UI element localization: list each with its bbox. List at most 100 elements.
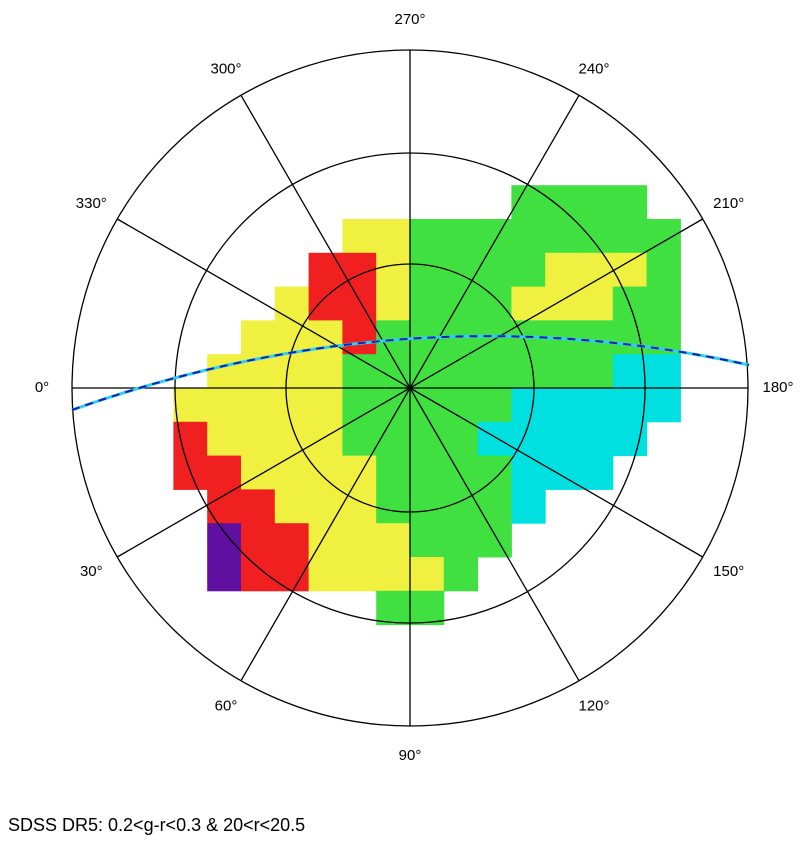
heat-cell [207, 523, 242, 558]
heat-cell [308, 354, 343, 389]
heat-cell [308, 286, 343, 321]
heat-cell [274, 523, 310, 558]
angle-label: 120° [578, 698, 609, 715]
heat-cell [477, 252, 512, 288]
heat-cell [443, 523, 479, 558]
spoke [409, 94, 580, 389]
heat-cell [207, 354, 242, 389]
heat-cell [274, 354, 310, 389]
heat-cell [410, 590, 445, 626]
heat-cell [612, 388, 648, 423]
heat-cell [342, 354, 377, 389]
heat-cell [612, 252, 648, 288]
angle-label: 60° [215, 698, 238, 715]
heat-cell [241, 557, 276, 592]
heat-cell [241, 455, 276, 490]
heat-cell [646, 286, 681, 321]
heat-cell [477, 286, 512, 321]
heat-cell [274, 388, 310, 423]
heat-cell [511, 219, 546, 254]
heat-cell [376, 557, 411, 592]
heat-cell [274, 286, 310, 321]
heat-cell [545, 421, 580, 457]
heat-cell [342, 557, 377, 592]
spoke [240, 387, 411, 682]
heat-cell [410, 557, 445, 592]
heat-cell [241, 320, 276, 355]
heat-cell [646, 252, 681, 288]
heat-cell [443, 354, 479, 389]
heat-cell [410, 523, 445, 558]
heat-cell [308, 489, 343, 524]
heat-cell [308, 388, 343, 423]
heat-cell [477, 523, 512, 558]
heat-cell [376, 286, 411, 321]
heat-cell [545, 455, 580, 490]
heat-cell [545, 286, 580, 321]
heat-cell [207, 388, 242, 423]
heat-cell [173, 388, 208, 423]
heat-cell [545, 252, 580, 288]
heat-cell [612, 185, 648, 220]
angle-label: 240° [578, 60, 609, 77]
heat-cell [646, 388, 681, 423]
heat-cell [443, 286, 479, 321]
heat-cell [376, 421, 411, 457]
heat-cell [410, 455, 445, 490]
heat-cell [308, 557, 343, 592]
spoke [240, 94, 411, 389]
heat-cell [274, 489, 310, 524]
heat-cell [612, 354, 648, 389]
heat-cell [410, 286, 445, 321]
heat-cell [376, 320, 411, 355]
heat-cell [410, 489, 445, 524]
chart-title: SDSS DR5: 0.2<g-r<0.3 & 20<r<20.5 [8, 815, 305, 835]
heat-cell [545, 219, 580, 254]
spoke [409, 387, 580, 682]
heat-cell [410, 252, 445, 288]
heat-cell [579, 286, 614, 321]
heat-cell [443, 455, 479, 490]
heat-cell [579, 421, 614, 457]
angle-label: 90° [399, 747, 422, 764]
angle-label: 330° [76, 195, 107, 212]
heat-cell [477, 388, 512, 423]
angle-label: 210° [713, 195, 744, 212]
heat-cell [477, 354, 512, 389]
heat-cell [342, 219, 377, 254]
angle-label: 150° [713, 563, 744, 580]
heat-cell [173, 421, 208, 457]
heat-cell [545, 388, 580, 423]
spoke [116, 218, 411, 389]
heat-cell [477, 421, 512, 457]
heat-cell [511, 489, 546, 524]
spoke [409, 387, 704, 558]
heat-cell [545, 354, 580, 389]
heat-cell [443, 219, 479, 254]
heat-cell [410, 421, 445, 457]
heat-cell [376, 489, 411, 524]
heat-cell [579, 354, 614, 389]
heat-cell [477, 455, 512, 490]
heat-cell [342, 523, 377, 558]
heat-cell [477, 219, 512, 254]
heat-cell [207, 455, 242, 490]
heat-cell [274, 557, 310, 592]
curve-dashed [71, 335, 750, 411]
heat-cell [579, 185, 614, 220]
heat-cell [241, 388, 276, 423]
heat-cell [241, 421, 276, 457]
heat-cell [646, 354, 681, 389]
heat-cell [579, 219, 614, 254]
heat-cell [308, 421, 343, 457]
heat-cell [342, 455, 377, 490]
angle-label: 30° [80, 563, 103, 580]
heat-cell [342, 286, 377, 321]
heat-cell [410, 219, 445, 254]
angle-label: 180° [762, 379, 793, 396]
heat-cell [342, 320, 377, 355]
spoke [409, 218, 704, 389]
heat-cell [511, 455, 546, 490]
